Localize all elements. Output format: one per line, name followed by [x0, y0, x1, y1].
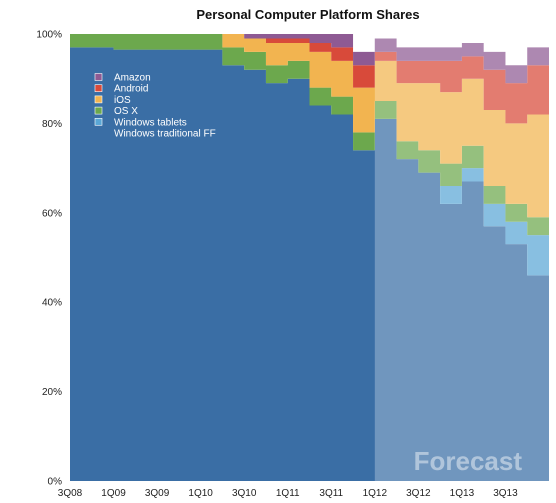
legend-label-ios: iOS	[114, 95, 131, 106]
x-tick-label: 3Q10	[232, 488, 257, 499]
forecast-overlay	[374, 34, 549, 481]
x-tick-label: 1Q13	[450, 488, 475, 499]
y-tick-label: 80%	[42, 119, 62, 130]
x-tick-label: 1Q12	[363, 488, 388, 499]
chart-title: Personal Computer Platform Shares	[196, 7, 419, 22]
x-axis: 3Q08 1Q09 3Q09 1Q10 3Q10 1Q11 3Q11 1Q12 3Q12 1Q13…	[58, 488, 518, 499]
forecast-label: Forecast	[414, 446, 523, 476]
x-tick-label: 1Q11	[276, 488, 300, 499]
x-tick-label: 3Q12	[406, 488, 431, 499]
x-tick-label: 3Q09	[145, 488, 170, 499]
area-android	[70, 34, 549, 124]
legend-label-windows-tablets: Windows tablets	[114, 117, 187, 128]
area-amazon	[70, 34, 549, 84]
legend-label-windows-traditional-ff: Windows traditional FF	[114, 129, 216, 140]
y-tick-label: 40%	[42, 298, 62, 309]
legend-swatch-amazon	[94, 73, 103, 81]
area-ios	[70, 34, 549, 218]
x-tick-label: 3Q08	[58, 488, 83, 499]
x-tick-label: 1Q10	[188, 488, 213, 499]
legend-swatch-ios	[94, 95, 103, 104]
legend-swatch-os-x	[94, 106, 103, 115]
legend-label-android: Android	[114, 84, 148, 95]
legend-swatch-android	[94, 84, 103, 92]
y-tick-label: 20%	[42, 387, 62, 398]
y-axis: 0% 20% 40% 60% 80% 100%	[36, 30, 62, 488]
legend-swatch-windows-tablets	[94, 118, 103, 126]
y-tick-label: 0%	[48, 477, 63, 488]
legend-label-os-x: OS X	[114, 106, 138, 117]
x-tick-label: 3Q11	[319, 488, 343, 499]
area-windows-traditional-ff	[70, 47, 549, 481]
x-tick-label: 1Q09	[101, 488, 126, 499]
x-tick-label: 3Q13	[493, 488, 518, 499]
y-tick-label: 100%	[36, 30, 62, 41]
plot-areas	[70, 34, 549, 481]
legend-label-amazon: Amazon	[114, 73, 151, 84]
y-tick-label: 60%	[42, 208, 62, 219]
